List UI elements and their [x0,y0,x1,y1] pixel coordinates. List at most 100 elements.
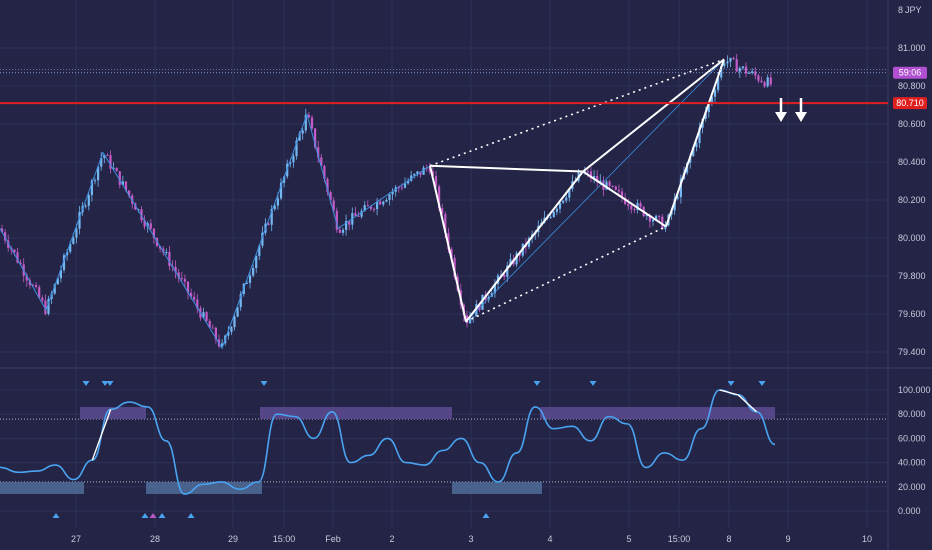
candle-body [679,178,682,198]
time-tick-label: 2 [389,534,394,544]
candle-body [298,133,301,141]
overbought-zone [80,407,146,420]
marker-down-icon [106,381,114,386]
candle-body [258,245,261,256]
candle-body [434,176,438,187]
candle-body [379,201,382,205]
candle-body [605,181,608,190]
marker-down-icon [533,381,541,386]
time-tick-label: 9 [785,534,790,544]
candle-body [267,223,270,225]
candle-body [183,278,186,282]
candle-body [276,198,279,206]
candle-body [738,68,741,72]
candle-body [214,327,217,340]
candle-body [97,166,100,181]
candle-body [190,292,193,297]
candle-body [66,251,69,256]
candle-body [348,221,351,225]
candle-body [651,219,655,222]
candle-body [100,157,103,167]
oscillator-highlight [719,389,758,413]
harmonic-pattern [429,58,725,323]
candle-body [363,205,366,211]
candle-body [763,82,766,87]
zigzag-guide [465,59,725,322]
candle-body [596,175,599,183]
marker-down-icon [589,381,597,386]
time-tick-label: 15:00 [668,534,691,544]
candle-body [332,200,335,211]
candle-body [124,181,128,191]
pattern-leg-xb [429,164,584,173]
candle-body [469,317,472,324]
candle-body [109,155,112,169]
candle-body [255,255,258,269]
axes[interactable]: 8 JPY81.00080.80080.60080.40080.20080.000… [71,5,931,544]
candle-body [506,265,509,277]
oversold-zone [452,481,542,494]
candle-body [769,77,772,85]
marker-up-icon [158,513,166,518]
candle-body [382,201,385,205]
candle-body [261,232,264,246]
candle-body [323,165,326,179]
candle-body [221,343,224,347]
candle-body [624,197,627,205]
candle-body [44,300,47,314]
candle-body [744,66,748,74]
candle-body [84,205,87,207]
candle-body [617,189,620,192]
candle-body [35,285,38,288]
candle-body [717,77,720,90]
candle-body [270,209,273,225]
oscillator-tick-label: 100.000 [898,385,931,395]
candle-body [518,253,521,256]
candle-body [289,162,292,164]
candle-body [106,154,109,156]
oscillator-tick-label: 80.000 [898,409,926,419]
marker-down-icon [101,381,109,386]
currency-label: JPY [905,5,922,15]
oscillator-tick-label: 40.000 [898,458,926,468]
candle-body [69,243,72,252]
candle-body [515,253,518,265]
time-tick-label: 5 [626,534,631,544]
candle-body [56,278,59,285]
candle-body [645,215,648,217]
candle-body [292,156,295,163]
candle-body [431,171,434,177]
price-tick-label: 79.800 [898,271,926,281]
candle-body [304,114,307,131]
candle-body [25,275,28,281]
price-tag-badge [893,66,927,79]
candle-body [230,327,233,332]
pattern-dotted-xd [429,58,725,167]
signal-arrow-down-icon [775,112,787,122]
candle-body [186,281,190,293]
candle-body [757,75,760,81]
candle-body [369,206,372,209]
candle-body [648,215,651,222]
candle-body [38,287,41,298]
candle-body [720,66,723,78]
overbought-zone [540,407,775,420]
candle-body [735,59,738,72]
candle-body [413,173,416,176]
candle-body [713,89,717,97]
overbought-zone [260,407,452,420]
candle-body [78,212,81,229]
candle-body [168,251,171,267]
pattern-dotted-ac [465,225,667,323]
candle-body [118,171,121,185]
candle-body [146,223,149,227]
candle-body [472,316,475,318]
candle-body [450,249,453,258]
candle-body [317,147,320,158]
candle-body [732,57,735,60]
price-tick-label: 80.000 [898,233,926,243]
candle-body [695,143,698,148]
candle-body [41,297,44,301]
candle-body [283,176,286,183]
